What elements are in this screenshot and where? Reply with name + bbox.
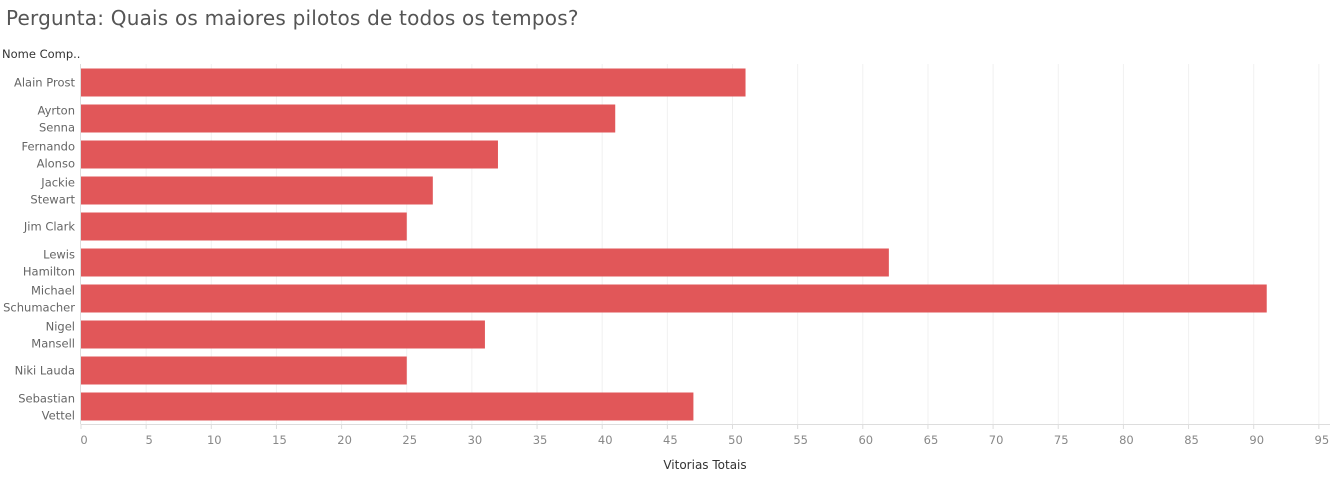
bar[interactable]: [81, 212, 407, 241]
row-header-label[interactable]: Nome Comp..: [2, 47, 81, 61]
category-labels: Alain Prost Ayrton Senna Fernando Alonso Jack…: [3, 76, 75, 423]
bar[interactable]: [81, 68, 746, 97]
category-label: Fernando Alonso: [21, 140, 75, 171]
category-label: Jackie Stewart: [30, 176, 75, 207]
x-tick-label: 95: [1315, 433, 1330, 447]
x-tick-label: 80: [1119, 433, 1134, 447]
bar[interactable]: [81, 356, 407, 385]
bars: [81, 68, 1267, 421]
bar[interactable]: [81, 320, 485, 349]
x-tick-label: 55: [793, 433, 808, 447]
bar[interactable]: [81, 104, 616, 133]
gridlines: [145, 64, 1320, 424]
category-label: Sebastian Vettel: [18, 392, 75, 423]
x-axis: 0 5 10 15 20 25 30 35 40 45 50 55 60 65 70 75 80 85 90 95: [80, 64, 1330, 447]
x-tick-label: 10: [207, 433, 222, 447]
x-tick-label: 90: [1249, 433, 1264, 447]
category-label: Niki Lauda: [15, 364, 75, 378]
bar[interactable]: [81, 176, 433, 205]
category-label: Michael Schumacher: [3, 284, 75, 315]
x-tick-label: 75: [1054, 433, 1069, 447]
x-tick-label: 40: [598, 433, 613, 447]
bar[interactable]: [81, 248, 889, 277]
x-tick-label: 15: [272, 433, 287, 447]
x-tick-label: 50: [728, 433, 743, 447]
bar[interactable]: [81, 284, 1267, 313]
x-tick-label: 30: [468, 433, 483, 447]
x-axis-label: Vitorias Totais: [663, 458, 746, 472]
x-tick-label: 65: [924, 433, 939, 447]
category-label: Jim Clark: [23, 220, 75, 234]
category-label: Lewis Hamilton: [23, 248, 75, 279]
x-tick-label: 25: [402, 433, 417, 447]
x-tick-label: 5: [145, 433, 152, 447]
x-tick-label: 85: [1184, 433, 1199, 447]
bar[interactable]: [81, 392, 694, 421]
x-tick-label: 0: [80, 433, 87, 447]
category-label: Ayrton Senna: [38, 104, 75, 135]
x-tick-label: 60: [858, 433, 873, 447]
x-tick-label: 70: [989, 433, 1004, 447]
x-tick-label: 45: [663, 433, 678, 447]
chart-title: Pergunta: Quais os maiores pilotos de to…: [6, 6, 579, 30]
category-label: Nigel Mansell: [31, 320, 75, 351]
x-tick-label: 20: [337, 433, 352, 447]
x-tick-label: 35: [533, 433, 548, 447]
bar[interactable]: [81, 140, 498, 169]
category-label: Alain Prost: [14, 76, 75, 90]
